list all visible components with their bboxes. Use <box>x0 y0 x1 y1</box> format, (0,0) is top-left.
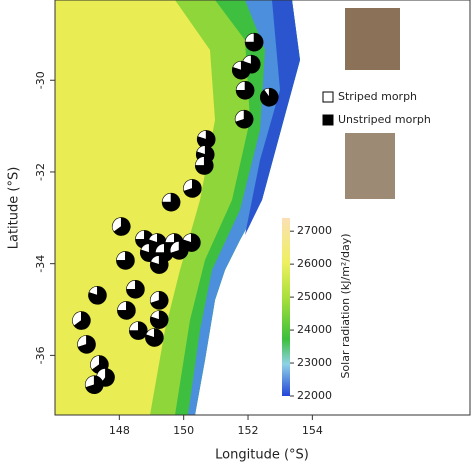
pie-wedge <box>235 81 255 100</box>
y-tick-label: -36 <box>34 346 47 364</box>
colorbar-tick-label: 26000 <box>297 257 332 270</box>
x-tick-label: 152 <box>238 424 259 437</box>
pie-wedge <box>231 60 251 80</box>
plot-frame <box>54 0 471 416</box>
y-axis-label: Latitude (°S) <box>7 167 22 250</box>
pie-wedge <box>73 311 91 330</box>
colorbar-tick-label: 24000 <box>297 323 332 336</box>
legend-swatch <box>322 114 334 126</box>
pie-wedge <box>85 375 104 394</box>
pie-wedge <box>150 291 169 310</box>
pie-wedge <box>196 130 216 149</box>
x-tick-label: 154 <box>302 424 323 437</box>
pie-wedge <box>113 217 131 236</box>
y-tick-label: -34 <box>34 255 47 273</box>
pie-wedge <box>145 328 164 347</box>
legend-swatch <box>322 91 334 103</box>
x-tick-label: 150 <box>173 424 194 437</box>
pie-wedge <box>129 321 148 340</box>
pie-wedge <box>117 301 136 320</box>
colorbar-tick-label: 27000 <box>297 224 332 237</box>
pie-wedge <box>116 251 135 270</box>
y-tick-label: -32 <box>34 163 47 181</box>
pie-wedge <box>77 335 96 354</box>
colorbar-tick-label: 22000 <box>297 389 332 402</box>
legend-label: Striped morph <box>338 90 417 103</box>
pie-wedge <box>170 241 189 260</box>
striped-photo <box>345 8 400 70</box>
legend-label: Unstriped morph <box>338 113 431 126</box>
pie-wedge <box>161 192 181 212</box>
colorbar-tick-label: 25000 <box>297 290 332 303</box>
pie-wedge <box>183 179 202 198</box>
colorbar <box>282 218 290 396</box>
pie-wedge <box>244 32 264 52</box>
colorbar-tick-label: 23000 <box>297 356 332 369</box>
pie-wedge <box>126 280 145 299</box>
pie-wedge <box>149 310 169 329</box>
pie-wedge <box>260 87 279 107</box>
pie-wedge <box>235 109 254 129</box>
x-axis-label: Longitude (°S) <box>215 448 309 463</box>
pie-wedge <box>194 156 214 175</box>
pie-wedge <box>88 286 107 305</box>
pie-wedge <box>149 255 169 274</box>
colorbar-label: Solar radiation (kJ/m²/day) <box>339 233 352 378</box>
x-tick-label: 148 <box>109 424 130 437</box>
y-tick-label: -30 <box>34 71 47 89</box>
unstriped-photo <box>345 133 395 199</box>
